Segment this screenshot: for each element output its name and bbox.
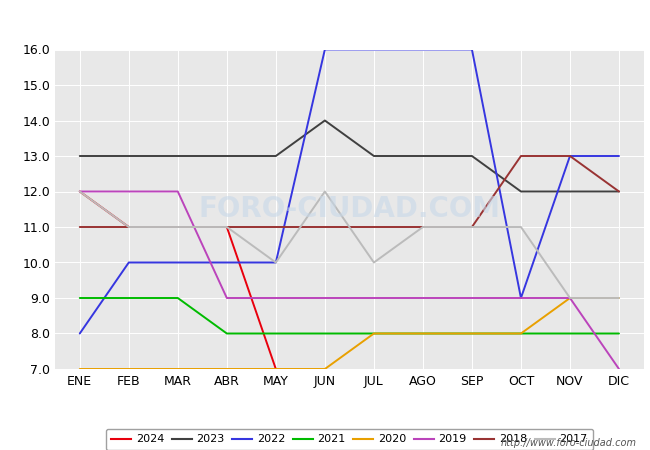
Text: http://www.foro-ciudad.com: http://www.foro-ciudad.com [501, 438, 637, 448]
Legend: 2024, 2023, 2022, 2021, 2020, 2019, 2018, 2017: 2024, 2023, 2022, 2021, 2020, 2019, 2018… [106, 429, 593, 450]
Text: Afiliados en Litago a 31/5/2024: Afiliados en Litago a 31/5/2024 [173, 15, 477, 34]
Text: FORO-CIUDAD.COM: FORO-CIUDAD.COM [198, 195, 500, 223]
